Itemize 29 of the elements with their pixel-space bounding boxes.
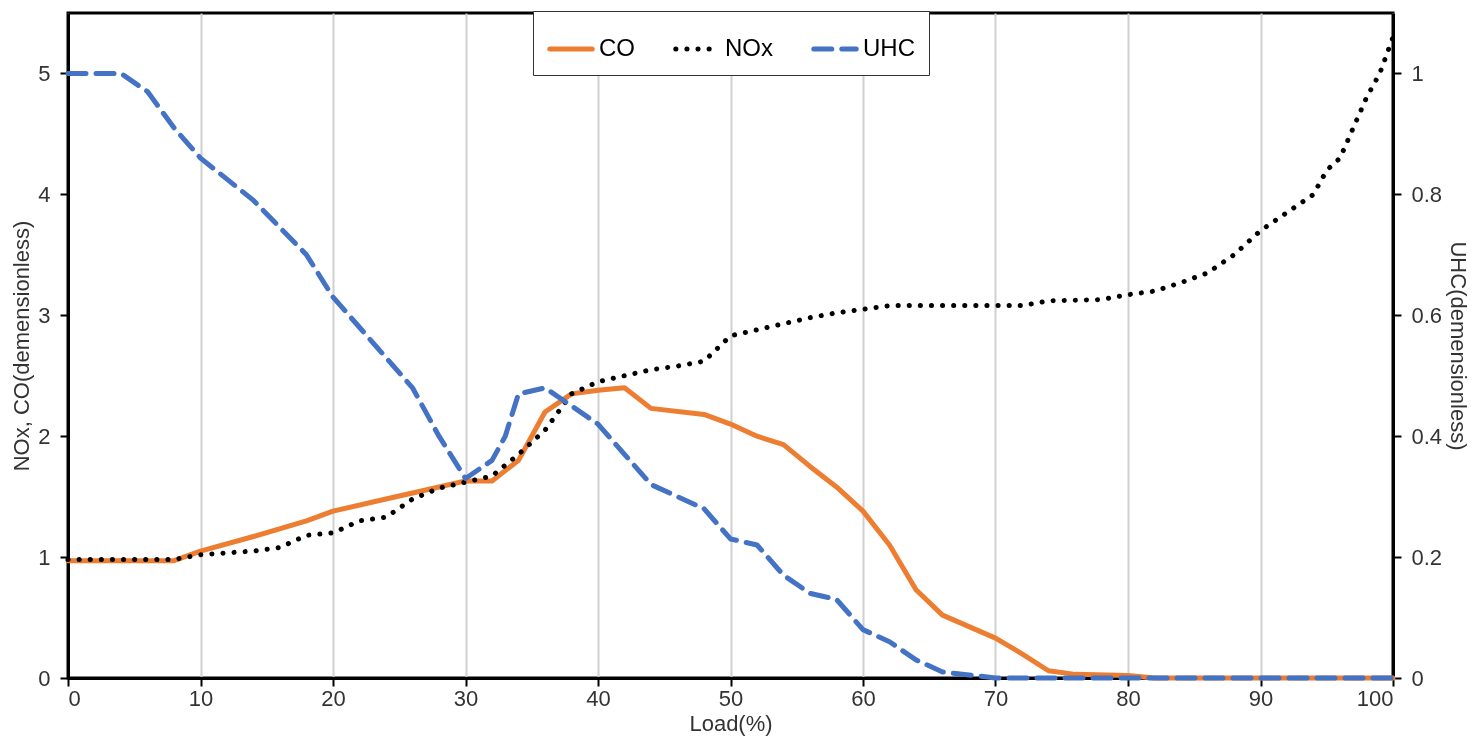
x-tick-label: 70 [983, 685, 1009, 711]
y-tick-label: 3 [38, 302, 51, 328]
y2-tick-label: 0.6 [1411, 302, 1443, 328]
legend-label: NOx [725, 34, 773, 61]
y-tick-label: 1 [38, 544, 51, 570]
x-tick-label: 20 [321, 685, 346, 711]
y2-tick-label: 0.8 [1411, 181, 1443, 207]
y-tick-label: 5 [38, 60, 51, 86]
legend-label: UHC [863, 34, 915, 61]
y-axis-title: NOx, CO(demensionless) [9, 220, 35, 472]
x-tick-label: 100 [1356, 685, 1394, 711]
y2-axis-title: UHC(demensionless) [1446, 241, 1472, 451]
y-tick-label: 2 [38, 423, 51, 449]
x-tick-label: 90 [1248, 685, 1274, 711]
x-tick-label: 30 [453, 685, 479, 711]
y-tick-label: 4 [38, 181, 51, 207]
x-tick-label: 60 [851, 685, 876, 711]
x-tick-label: 50 [718, 685, 744, 711]
legend-label: CO [599, 34, 635, 61]
y2-tick-label: 0 [1411, 665, 1424, 691]
y2-tick-label: 1 [1411, 60, 1424, 86]
y2-tick-label: 0.4 [1411, 423, 1443, 449]
y-tick-label: 0 [38, 665, 51, 691]
y2-tick-label: 0.2 [1411, 544, 1443, 570]
x-tick-label: 40 [586, 685, 611, 711]
x-axis-title: Load(%) [689, 710, 773, 736]
x-tick-label: 80 [1116, 685, 1141, 711]
x-tick-label: 10 [188, 685, 214, 711]
x-tick-label: 0 [68, 685, 81, 711]
